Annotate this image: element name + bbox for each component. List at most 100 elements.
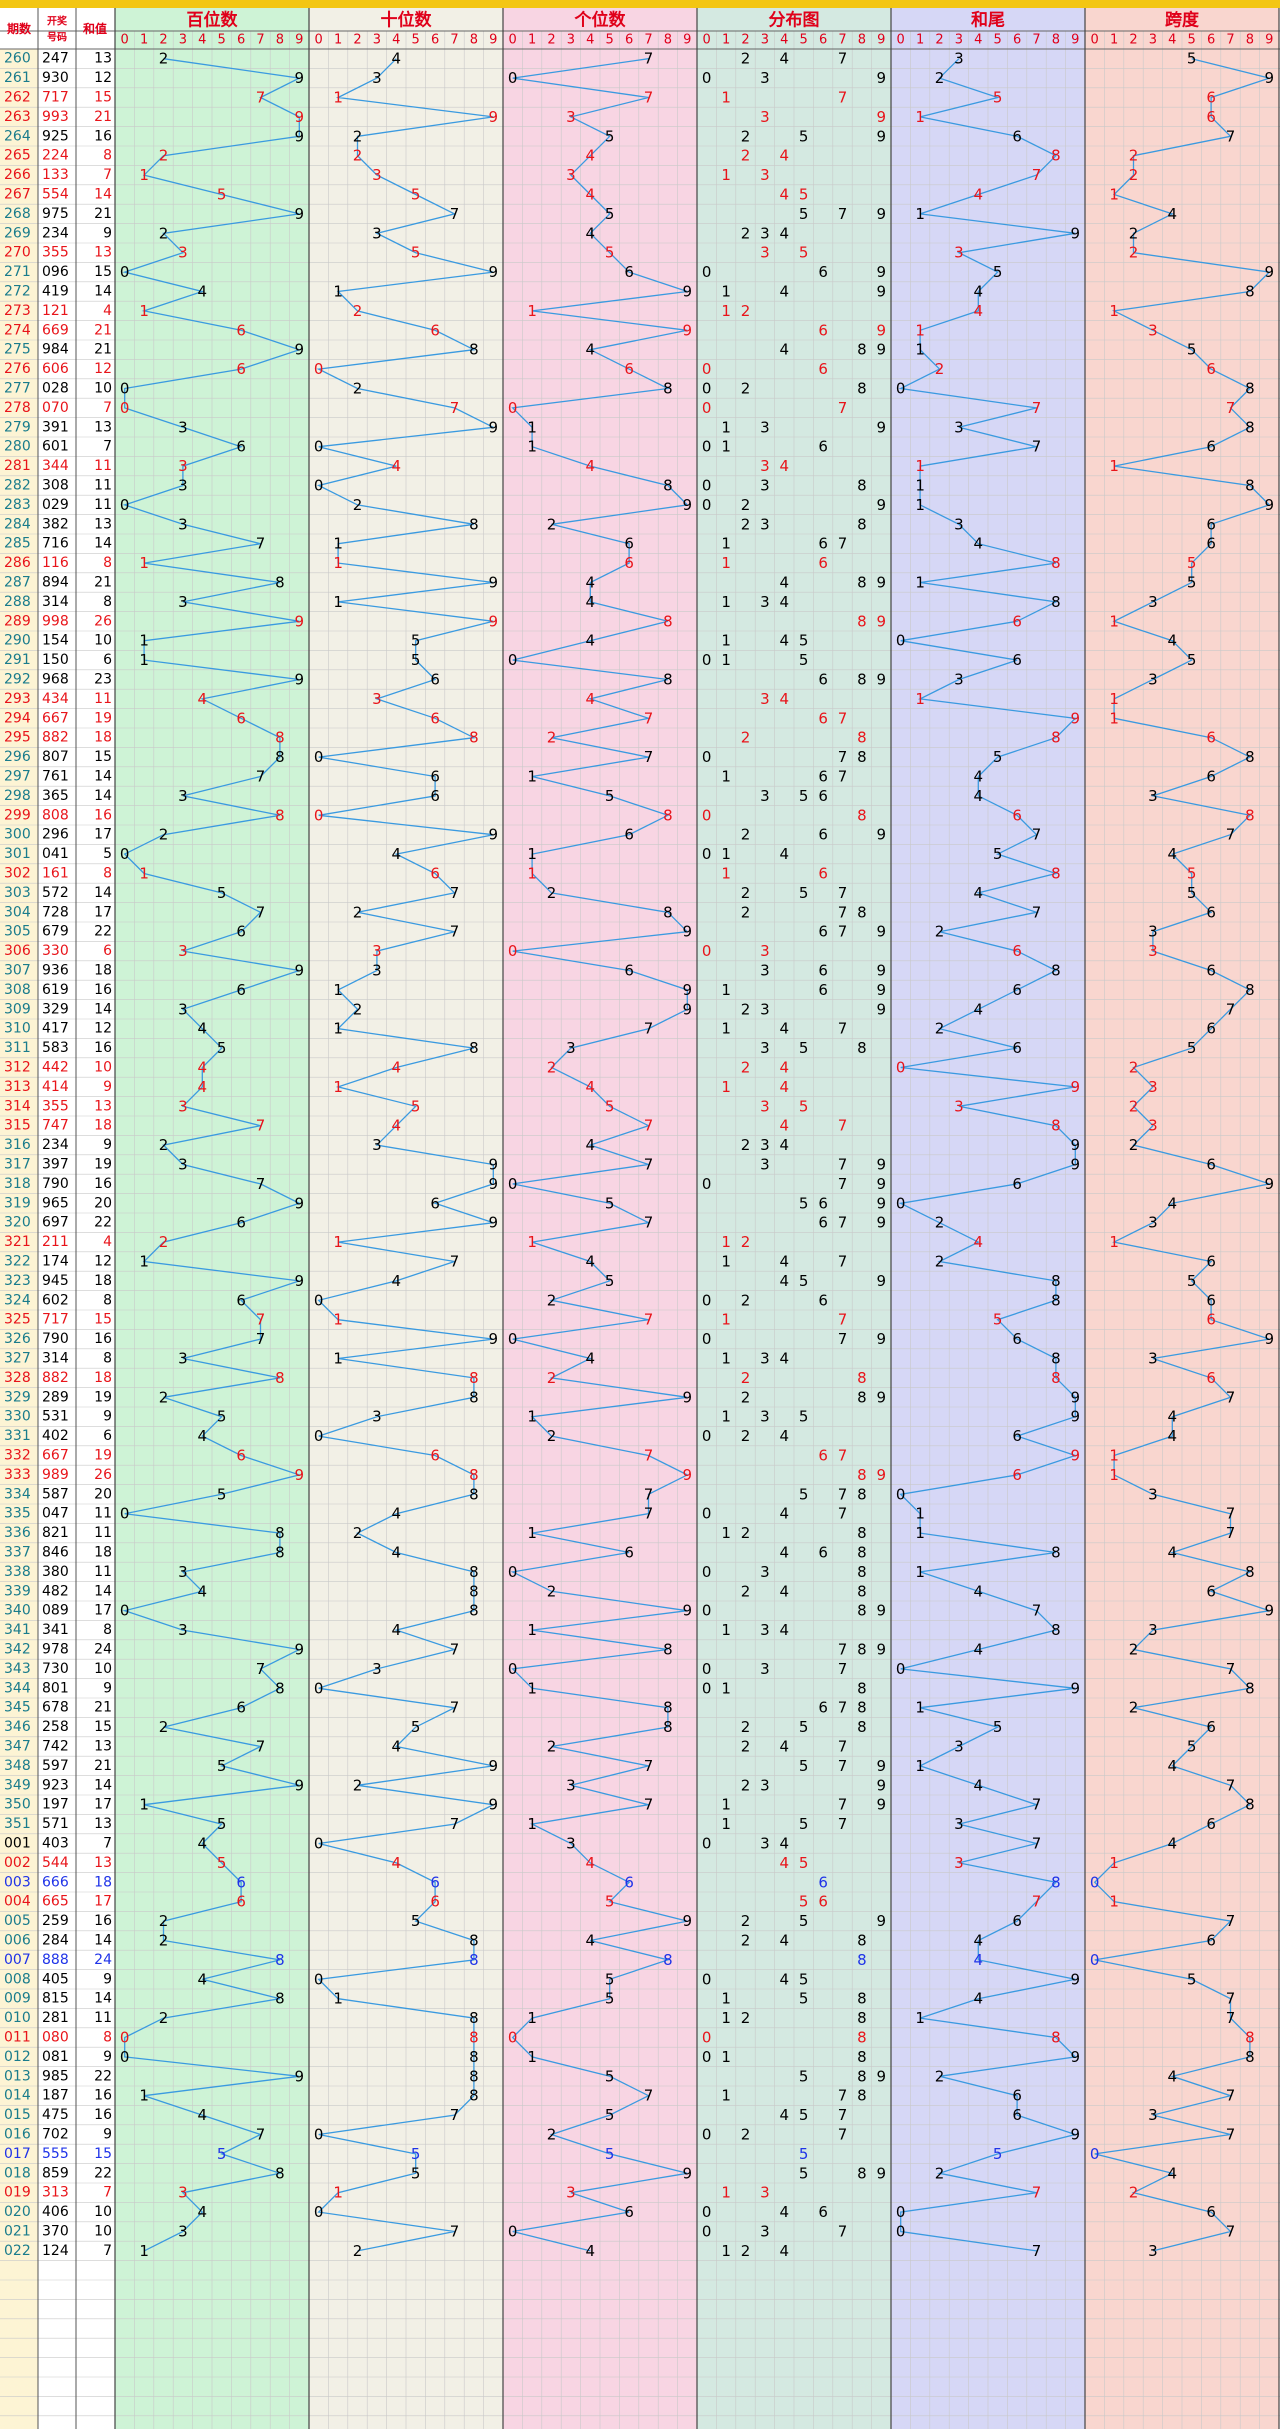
- digit-mark: 6: [1206, 1582, 1216, 1600]
- digit-mark: 8: [663, 903, 673, 921]
- distribution-mark: 7: [838, 884, 848, 902]
- distribution-mark: 7: [838, 748, 848, 766]
- digit-mark: 5: [217, 1854, 227, 1872]
- digit-mark: 1: [139, 302, 149, 320]
- number-cell: 234: [42, 1137, 69, 1153]
- sum-cell: 13: [94, 1816, 112, 1832]
- digit-mark: 9: [295, 1272, 305, 1290]
- distribution-mark: 2: [741, 1000, 751, 1018]
- digit-mark: 2: [353, 496, 363, 514]
- number-cell: 602: [42, 1292, 69, 1308]
- digit-header: 1: [1110, 33, 1118, 48]
- digit-mark: 2: [935, 923, 945, 941]
- digit-mark: 4: [1168, 1427, 1178, 1445]
- digit-mark: 8: [1051, 1544, 1061, 1562]
- digit-mark: 0: [508, 2029, 518, 2047]
- number-cell: 998: [42, 613, 69, 629]
- sum-cell: 22: [94, 924, 112, 940]
- digit-mark: 2: [353, 1776, 363, 1794]
- number-cell: 583: [42, 1040, 69, 1056]
- digit-mark: 8: [1051, 1873, 1061, 1891]
- distribution-mark: 0: [702, 1330, 712, 1348]
- digit-mark: 2: [935, 69, 945, 87]
- distribution-mark: 8: [857, 1524, 867, 1542]
- distribution-mark: 8: [857, 1602, 867, 1620]
- digit-mark: 2: [159, 1912, 169, 1930]
- digit-mark: 1: [915, 574, 925, 592]
- digit-mark: 2: [1129, 2184, 1139, 2202]
- digit-mark: 7: [644, 50, 654, 68]
- digit-mark: 4: [198, 1427, 208, 1445]
- distribution-mark: 4: [780, 1272, 790, 1290]
- period-cell: 314: [4, 1098, 31, 1114]
- digit-header: 8: [276, 33, 284, 48]
- sum-cell: 8: [103, 148, 112, 164]
- sum-cell: 19: [94, 710, 112, 726]
- digit-mark: 8: [469, 1563, 479, 1581]
- digit-mark: 9: [1265, 1330, 1275, 1348]
- number-cell: 606: [42, 361, 69, 377]
- digit-mark: 7: [256, 1311, 266, 1329]
- digit-mark: 0: [314, 2126, 324, 2144]
- distribution-mark: 8: [857, 1369, 867, 1387]
- digit-mark: 3: [566, 108, 576, 126]
- number-cell: 314: [42, 1351, 69, 1367]
- digit-mark: 1: [915, 341, 925, 359]
- period-cell: 280: [4, 439, 31, 455]
- digit-mark: 0: [120, 496, 130, 514]
- digit-mark: 2: [353, 1524, 363, 1542]
- digit-mark: 4: [392, 1621, 402, 1639]
- digit-mark: 2: [1129, 244, 1139, 262]
- number-cell: 702: [42, 2127, 69, 2143]
- digit-mark: 4: [974, 283, 984, 301]
- number-cell: 678: [42, 1700, 69, 1716]
- distribution-mark: 2: [741, 2009, 751, 2027]
- distribution-mark: 3: [760, 1660, 770, 1678]
- sum-cell: 26: [94, 1467, 112, 1483]
- distribution-mark: 2: [741, 1582, 751, 1600]
- distribution-mark: 1: [721, 1990, 731, 2008]
- digit-mark: 6: [1206, 1311, 1216, 1329]
- digit-mark: 1: [915, 457, 925, 475]
- distribution-mark: 4: [780, 1970, 790, 1988]
- digit-mark: 9: [1071, 2126, 1081, 2144]
- digit-mark: 3: [178, 457, 188, 475]
- period-cell: 320: [4, 1215, 31, 1231]
- number-cell: 028: [42, 381, 69, 397]
- period-cell: 283: [4, 497, 31, 513]
- distribution-mark: 0: [702, 1427, 712, 1445]
- distribution-mark: 0: [702, 845, 712, 863]
- period-cell: 315: [4, 1118, 31, 1134]
- digit-mark: 0: [1090, 1951, 1100, 1969]
- digit-mark: 7: [1226, 1388, 1236, 1406]
- period-cell: 010: [4, 2010, 31, 2026]
- sum-cell: 24: [94, 1952, 112, 1968]
- digit-mark: 6: [1012, 2087, 1022, 2105]
- digit-mark: 9: [295, 1776, 305, 1794]
- distribution-mark: 3: [760, 515, 770, 533]
- number-cell: 984: [42, 342, 69, 358]
- period-cell: 286: [4, 555, 31, 571]
- distribution-mark: 7: [838, 1660, 848, 1678]
- digit-mark: 7: [450, 1815, 460, 1833]
- digit-mark: 8: [469, 2048, 479, 2066]
- digit-mark: 3: [372, 962, 382, 980]
- distribution-mark: 1: [721, 535, 731, 553]
- digit-header: 7: [838, 33, 846, 48]
- sum-cell: 15: [94, 2146, 112, 2162]
- digit-mark: 1: [333, 89, 343, 107]
- digit-mark: 8: [1245, 1796, 1255, 1814]
- digit-mark: 8: [275, 806, 285, 824]
- distribution-mark: 7: [838, 50, 848, 68]
- period-cell: 302: [4, 866, 31, 882]
- sum-cell: 21: [94, 1758, 112, 1774]
- digit-mark: 4: [586, 690, 596, 708]
- digit-mark: 1: [915, 321, 925, 339]
- distribution-mark: 7: [838, 1699, 848, 1717]
- number-cell: 665: [42, 1894, 69, 1910]
- digit-mark: 5: [605, 1990, 615, 2008]
- sum-cell: 14: [94, 1583, 112, 1599]
- digit-mark: 1: [527, 1524, 537, 1542]
- digit-mark: 3: [178, 2184, 188, 2202]
- digit-mark: 6: [624, 554, 634, 572]
